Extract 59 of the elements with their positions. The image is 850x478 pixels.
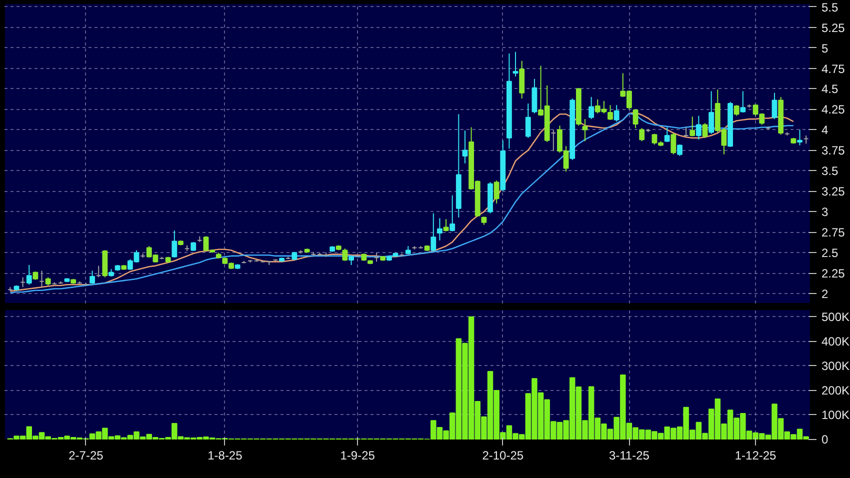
candlestick (494, 180, 500, 204)
candlestick (664, 126, 670, 143)
y-tick-label: 300K (822, 358, 850, 373)
y-tick-label: 500K (822, 310, 850, 324)
candlestick (708, 90, 714, 134)
candlestick (190, 242, 196, 252)
candlestick (740, 90, 746, 114)
y-tick-label: 2.5 (822, 246, 839, 260)
x-tick-label: 1-12-25 (734, 448, 777, 462)
candlestick (772, 92, 778, 120)
candlestick (525, 103, 531, 138)
y-tick-label: 5 (822, 41, 828, 56)
candlestick (443, 218, 449, 232)
candlestick (450, 194, 456, 232)
candlestick (437, 218, 442, 241)
candlestick (608, 104, 613, 120)
candlestick (462, 130, 468, 164)
candlestick (702, 122, 708, 138)
y-tick-label: 4.5 (822, 82, 839, 96)
candlestick (582, 118, 588, 142)
y-tick-label: 3 (822, 205, 828, 220)
x-tick-label: 1-8-25 (208, 448, 243, 462)
candlestick (588, 96, 594, 120)
y-tick-label: 2.25 (822, 266, 846, 281)
candlestick (734, 104, 740, 116)
candlestick (90, 270, 96, 284)
y-tick-label: 100K (822, 408, 850, 422)
y-tick-label: 4 (822, 123, 828, 138)
y-tick-label: 2.75 (822, 226, 846, 240)
x-tick-label: 3-11-25 (608, 448, 650, 462)
candlestick (632, 108, 638, 129)
candlestick (519, 60, 525, 100)
candlestick (172, 230, 178, 258)
candlestick (797, 129, 802, 146)
y-tick-label: 400K (822, 334, 850, 348)
candlestick (532, 78, 538, 114)
candlestick (614, 104, 620, 122)
candlestick (639, 128, 645, 142)
candlestick (670, 132, 676, 155)
y-tick-label: 200K (822, 383, 850, 398)
y-tick-label: 3.25 (822, 184, 846, 199)
candlestick (430, 212, 436, 252)
x-tick-label: 1-9-25 (340, 448, 376, 462)
y-tick-label: 5.25 (822, 20, 846, 35)
x-tick-label: 2-10-25 (482, 448, 524, 462)
candlestick (348, 255, 354, 266)
y-tick-label: 3.75 (822, 144, 846, 158)
candlestick (696, 115, 702, 140)
y-tick-label: 0 (822, 432, 828, 446)
candlestick (677, 144, 682, 156)
y-tick-label: 4.75 (822, 62, 846, 76)
candlestick (26, 264, 32, 286)
candlestick (690, 116, 696, 137)
candlestick (512, 51, 518, 77)
x-tick-label: 2-7-25 (68, 448, 104, 462)
y-tick-label: 5.5 (822, 0, 839, 14)
y-tick-label: 3.5 (822, 164, 839, 178)
y-tick-label: 4.25 (822, 102, 846, 117)
y-tick-label: 2 (822, 287, 828, 302)
